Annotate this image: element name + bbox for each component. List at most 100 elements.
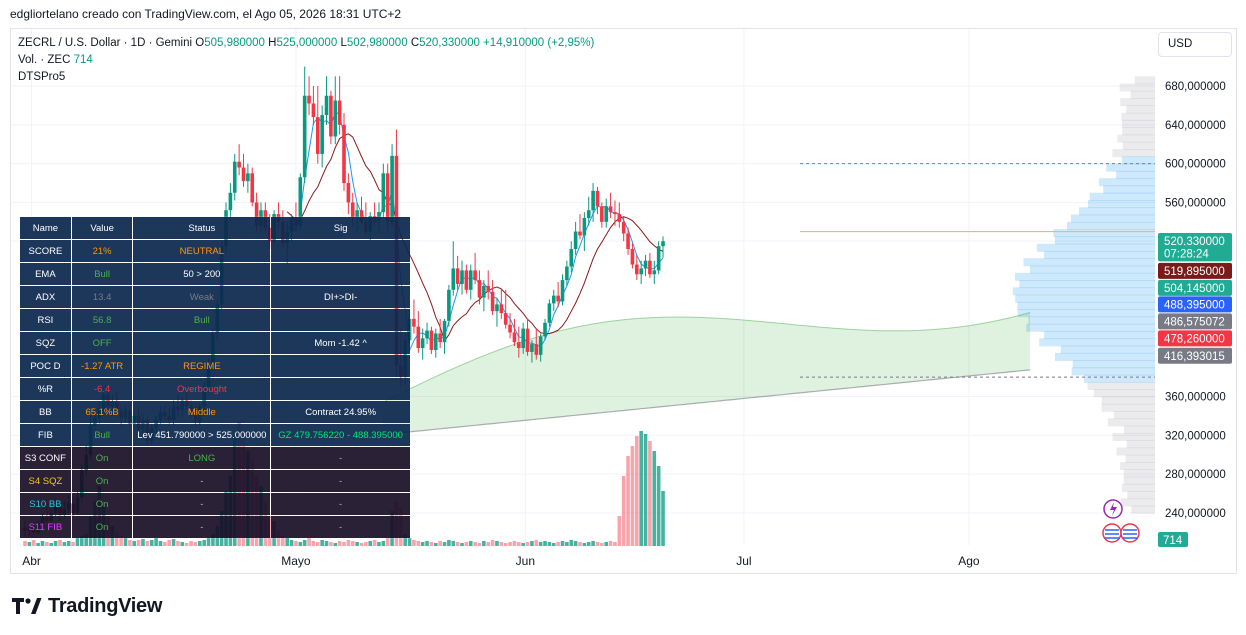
candle-body[interactable] [495,304,499,312]
candle-body[interactable] [350,202,355,218]
candle-body[interactable] [482,285,486,298]
candle-body[interactable] [586,210,591,218]
candle-body[interactable] [521,328,525,349]
candle-body[interactable] [643,260,648,269]
indicator-value: Bull [70,423,134,447]
candle-body[interactable] [342,124,346,184]
candle-body[interactable] [477,280,482,298]
candle-body[interactable] [241,167,246,182]
candle-body[interactable] [582,217,587,236]
candle-body[interactable] [499,304,504,314]
candle-body[interactable] [565,266,569,281]
candle-body[interactable] [412,318,416,327]
candle-body[interactable] [447,289,451,321]
indicator-legend[interactable]: DTSPro5 [18,71,66,83]
candle-body[interactable] [298,177,303,226]
candle-body[interactable] [433,333,438,350]
volume-bar [276,531,281,546]
candle-body[interactable] [425,330,429,339]
candle-body[interactable] [329,95,333,137]
candle-body[interactable] [551,295,556,304]
volume-legend[interactable]: Vol. · ZEC 714 [18,52,594,69]
candle-body[interactable] [656,246,661,271]
volume-bar [206,538,211,546]
candle-body[interactable] [315,117,320,154]
volume-bar [176,541,180,546]
candle-body[interactable] [337,100,342,125]
candle-body[interactable] [600,206,604,222]
candle-body[interactable] [604,206,609,222]
candle-body[interactable] [311,103,316,118]
candle-body[interactable] [490,291,495,312]
candle-body[interactable] [556,295,560,302]
candle-body[interactable] [652,270,657,275]
candle-body[interactable] [517,342,521,349]
candle-body[interactable] [355,210,359,218]
candle-body[interactable] [635,264,639,275]
candle-body[interactable] [530,344,534,352]
symbol-title[interactable]: ZECRL / U.S. Dollar · 1D · Gemini [18,37,193,49]
candle-body[interactable] [429,330,434,350]
candle-body[interactable] [473,270,477,281]
indicator-row: BB 65.1%B Middle Contract 24.95% [19,400,411,424]
candle-body[interactable] [578,231,582,236]
tradingview-logo[interactable]: TradingView [12,595,162,618]
candle-body[interactable] [246,173,250,182]
candle-body[interactable] [486,285,491,292]
indicator-signal: DI+>DI- [270,285,411,309]
candle-body[interactable] [416,326,421,349]
candle-body[interactable] [538,336,543,355]
candle-body[interactable] [617,214,622,222]
candle-body[interactable] [381,173,386,213]
candle-body[interactable] [237,161,241,168]
candle-body[interactable] [390,155,394,222]
candle-body[interactable] [591,190,595,211]
candle-body[interactable] [468,270,473,290]
candle-body[interactable] [569,249,574,267]
candle-body[interactable] [464,270,469,290]
candle-body[interactable] [573,231,578,250]
us-flag-icon[interactable] [1102,523,1122,543]
candle-body[interactable] [254,202,259,226]
candle-body[interactable] [232,161,237,193]
candle-body[interactable] [560,280,565,302]
candle-body[interactable] [639,268,643,275]
candle-body[interactable] [595,190,600,207]
candle-body[interactable] [320,115,324,154]
candle-body[interactable] [525,328,530,352]
candle-body[interactable] [547,303,552,323]
candle-body[interactable] [451,268,456,290]
candle-body[interactable] [608,206,613,213]
candle-body[interactable] [648,260,652,275]
candle-body[interactable] [385,173,390,222]
candle-body[interactable] [534,344,539,355]
candle-body[interactable] [455,268,460,284]
candle-body[interactable] [302,95,307,178]
candle-body[interactable] [626,233,630,250]
candle-body[interactable] [503,313,508,325]
volume-profile-bar [1036,243,1155,252]
candle-body[interactable] [613,212,617,215]
currency-selector[interactable]: USD [1158,32,1232,57]
volume-bar [490,540,495,546]
candle-body[interactable] [346,183,351,203]
volume-profile-bar [1116,447,1155,456]
candle-body[interactable] [630,249,635,265]
candle-body[interactable] [250,173,255,203]
candle-body[interactable] [420,338,425,349]
candle-body[interactable] [442,320,447,343]
us-flag-icon[interactable] [1120,523,1140,543]
indicator-signal: Mom -1.42 ^ [270,331,411,355]
candle-body[interactable] [512,332,517,343]
candle-body[interactable] [508,324,512,333]
indicator-row: S3 CONF On LONG - [19,446,411,470]
candle-body[interactable] [307,95,311,104]
candle-body[interactable] [460,270,464,284]
candle-body[interactable] [333,100,338,137]
candle-body[interactable] [324,95,329,116]
candle-body[interactable] [661,241,665,247]
candle-body[interactable] [543,322,547,337]
candle-body[interactable] [621,221,626,234]
candle-body[interactable] [228,192,233,211]
candle-body[interactable] [438,333,442,343]
